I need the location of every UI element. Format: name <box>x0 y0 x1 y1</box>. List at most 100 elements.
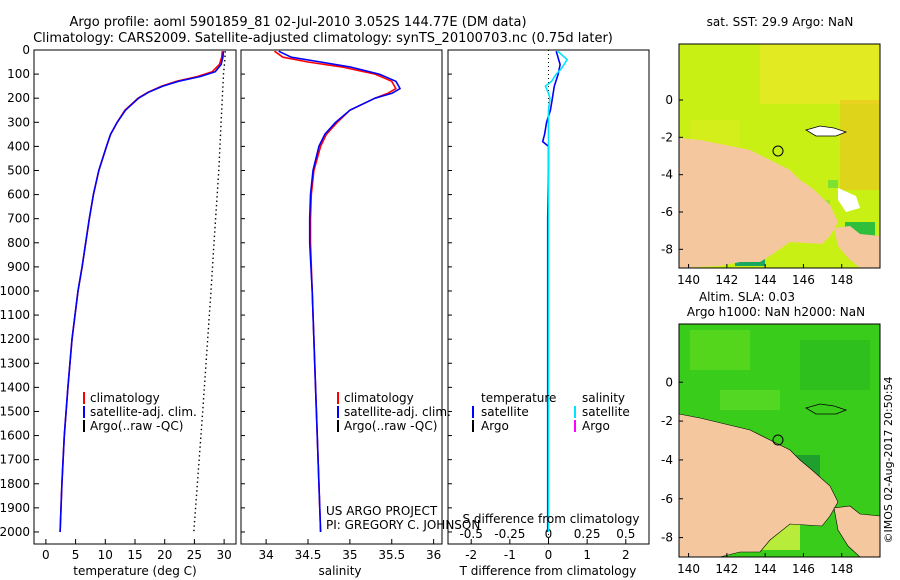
depth-tick-label: 600 <box>7 188 30 202</box>
lat-tick-label: 0 <box>665 375 673 389</box>
temperature-x-axis: 0 5 10 15 20 25 30 <box>42 539 232 562</box>
lon-tick-label: 146 <box>792 273 815 287</box>
depth-tick-label: 1500 <box>0 404 30 418</box>
sla-island-north <box>805 403 848 415</box>
salinity-xlabel: salinity <box>318 564 361 578</box>
x-tick-label-salinity: -0.25 <box>494 527 525 541</box>
sla-latitude-axis: 0 -2 -4 -6 -8 <box>661 375 683 545</box>
credit-line2: PI: GREGORY C. JOHNSON <box>326 518 480 532</box>
difference-lines <box>541 50 568 532</box>
depth-tick-label: 200 <box>7 91 30 105</box>
x-tick-label-salinity: 0 <box>545 527 553 541</box>
lat-tick-label: -2 <box>661 414 673 428</box>
depth-tick-label: 1300 <box>0 356 30 370</box>
salinity-panel: 34 34.5 35 35.5 36 salinity climatology sate… <box>240 49 480 578</box>
legend-climatology: climatology <box>344 391 414 405</box>
sst-warm-patches <box>690 44 880 190</box>
salinity-difference-line <box>544 50 568 532</box>
depth-tick-label: 1000 <box>0 284 30 298</box>
lon-tick-label: 142 <box>715 273 738 287</box>
sla-map-panel: Altim. SLA: 0.03 Argo h1000: NaN h2000: … <box>661 290 881 576</box>
x-tick-label: 36 <box>426 548 441 562</box>
lon-tick-label: 148 <box>830 273 853 287</box>
legend-climatology: climatology <box>90 391 160 405</box>
temperature-argo-line <box>193 51 226 533</box>
salinity-x-axis: 34 34.5 35 35.5 36 <box>258 539 441 562</box>
lat-tick-label: -8 <box>661 531 673 545</box>
difference-legend: temperature satellite Argo salinity sate… <box>472 391 630 433</box>
lon-tick-label: 144 <box>754 562 777 576</box>
salinity-lines <box>274 50 401 533</box>
x-tick-label: 0 <box>545 548 553 562</box>
lat-tick-label: -6 <box>661 492 673 506</box>
legend-sal-argo: Argo <box>582 419 610 433</box>
figure-title-line1: Argo profile: aoml 5901859_81 02-Jul-201… <box>69 15 526 30</box>
lon-tick-label: 146 <box>792 562 815 576</box>
legend-temp-satellite: satellite <box>481 405 529 419</box>
difference-xlabel: T difference from climatology <box>459 564 637 578</box>
legend-argo: Argo(..raw -QC) <box>344 419 437 433</box>
salinity-legend: climatology satellite-adj. clim. Argo(..… <box>337 391 451 433</box>
lat-tick-label: -6 <box>661 205 673 219</box>
x-tick-label: 2 <box>622 548 630 562</box>
legend-temp-argo: Argo <box>481 419 509 433</box>
depth-tick-label: 900 <box>7 260 30 274</box>
temperature-axes-frame <box>33 49 237 545</box>
legend-argo: Argo(..raw -QC) <box>90 419 183 433</box>
x-tick-label: -2 <box>465 548 477 562</box>
depth-tick-label: 100 <box>7 67 30 81</box>
depth-tick-label: 1100 <box>0 308 30 322</box>
x-tick-label: 15 <box>127 548 142 562</box>
sla-longitude-axis: 140 142 144 146 148 <box>677 553 853 576</box>
sst-coastal-gap <box>838 188 860 212</box>
depth-tick-label: 800 <box>7 236 30 250</box>
temperature-lines <box>59 51 226 533</box>
x-tick-label: 34.5 <box>295 548 322 562</box>
temperature-legend: climatology satellite-adj. clim. Argo(..… <box>83 391 197 433</box>
temperature-climatology-line <box>59 51 224 533</box>
legend-satellite: satellite-adj. clim. <box>90 405 197 419</box>
lat-tick-label: -2 <box>661 130 673 144</box>
depth-tick-label: 1200 <box>0 332 30 346</box>
sla-landmass-new-guinea <box>678 413 839 558</box>
x-tick-label-salinity: 0.25 <box>574 527 601 541</box>
lat-tick-label: 0 <box>665 93 673 107</box>
sst-map-title: sat. SST: 29.9 Argo: NaN <box>707 15 854 29</box>
difference-xlabel-salinity: S difference from climatology <box>463 512 640 526</box>
x-tick-label-salinity: 0.5 <box>616 527 635 541</box>
sst-landmass-east <box>834 226 880 268</box>
difference-panel: -2 -1 0 1 2 -0.5 -0.25 0 0.25 0.5 T difference fr… <box>447 49 650 578</box>
sst-map-panel: sat. SST: 29.9 Argo: NaN 0-2-4-6-8 140 14… <box>661 15 881 287</box>
sst-longitude-axis: 140 142 144 146 148 <box>677 264 853 287</box>
x-tick-label: -1 <box>504 548 516 562</box>
lon-tick-label: 140 <box>677 562 700 576</box>
sst-latitude-axis: 0 -2 -4 -6 -8 <box>661 93 683 256</box>
x-tick-label: 10 <box>98 548 113 562</box>
depth-axis: 0 100 200 300 400 500 600 700 800 900 1000 1100 1200… <box>0 43 452 539</box>
x-tick-label: 34 <box>258 548 273 562</box>
x-tick-label: 35.5 <box>378 548 405 562</box>
depth-tick-label: 1900 <box>0 501 30 515</box>
figure-title-line2: Climatology: CARS2009. Satellite-adjuste… <box>33 31 613 46</box>
x-tick-label: 5 <box>72 548 80 562</box>
depth-tick-label: 300 <box>7 115 30 129</box>
x-tick-label: 0 <box>42 548 50 562</box>
depth-tick-label: 1400 <box>0 380 30 394</box>
depth-tick-label: 700 <box>7 212 30 226</box>
lat-tick-label: -4 <box>661 453 673 467</box>
sst-map-frame <box>678 43 881 269</box>
sst-landmass-new-guinea <box>679 138 838 268</box>
sla-map-title: Altim. SLA: 0.03 <box>699 290 795 304</box>
argo-location-marker <box>772 434 784 446</box>
difference-x-axis: -2 -1 0 1 2 -0.5 -0.25 0 0.25 0.5 <box>459 527 635 562</box>
salinity-axes-frame <box>240 49 443 545</box>
temperature-panel: 0100200300400500600700800900100011001200… <box>0 43 452 578</box>
depth-tick-label: 1700 <box>0 453 30 467</box>
depth-tick-label: 0 <box>22 43 30 57</box>
x-tick-label: 1 <box>583 548 591 562</box>
depth-tick-label: 1600 <box>0 429 30 443</box>
salinity-satellite-line <box>278 50 401 533</box>
legend-temperature-heading: temperature <box>481 391 556 405</box>
legend-salinity-heading: salinity <box>582 391 625 405</box>
depth-tick-label: 400 <box>7 139 30 153</box>
